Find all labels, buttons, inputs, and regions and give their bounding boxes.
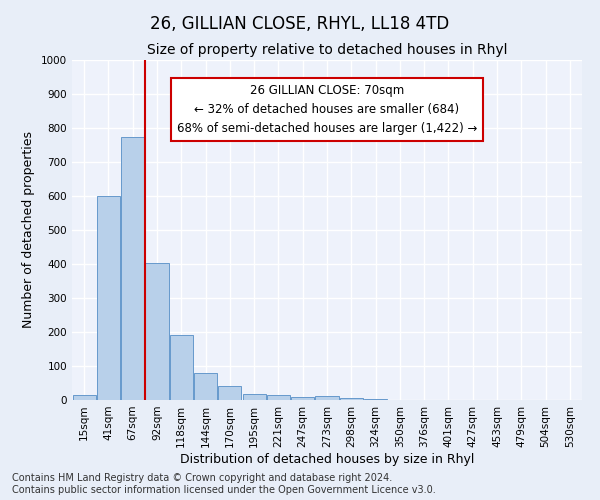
Bar (121, 136, 144, 400)
Bar (73, 395, 95, 400)
Bar (316, 396, 338, 400)
Text: Contains HM Land Registry data © Crown copyright and database right 2024.
Contai: Contains HM Land Registry data © Crown c… (12, 474, 436, 495)
Bar (170, 336, 193, 400)
Bar (267, 395, 290, 400)
Y-axis label: Number of detached properties: Number of detached properties (22, 132, 35, 328)
Text: 26, GILLIAN CLOSE, RHYL, LL18 4TD: 26, GILLIAN CLOSE, RHYL, LL18 4TD (151, 15, 449, 33)
Bar (340, 398, 363, 400)
Text: 26 GILLIAN CLOSE: 70sqm
← 32% of detached houses are smaller (684)
68% of semi-d: 26 GILLIAN CLOSE: 70sqm ← 32% of detache… (177, 84, 477, 135)
Bar (97, 196, 120, 400)
Bar (291, 396, 314, 400)
Bar (194, 374, 217, 400)
Bar (364, 399, 387, 400)
X-axis label: Distribution of detached houses by size in Rhyl: Distribution of detached houses by size … (180, 452, 474, 466)
Bar (218, 386, 241, 400)
Bar (242, 394, 266, 400)
Title: Size of property relative to detached houses in Rhyl: Size of property relative to detached ho… (147, 44, 507, 58)
Bar (145, 263, 169, 400)
